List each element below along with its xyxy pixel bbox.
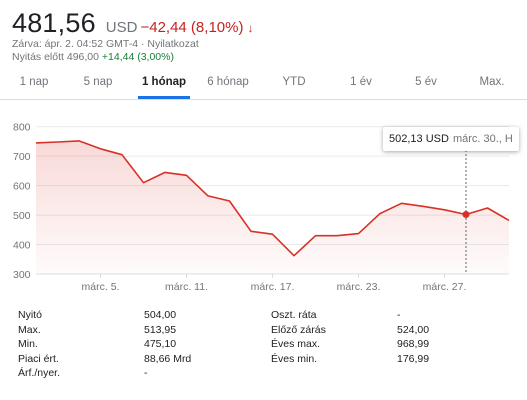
stat-value: -	[144, 367, 148, 380]
stat-label: Éves max.	[271, 338, 321, 351]
stat-row: Éves min. 176,99	[271, 353, 471, 368]
x-tick-label: márc. 11.	[165, 281, 208, 293]
stat-value: -	[397, 309, 401, 321]
x-tick-label: márc. 17.	[251, 281, 295, 293]
stat-value: 176,99	[397, 352, 430, 365]
y-tick-label: 800	[13, 122, 31, 134]
stat-row: Éves max. 968,99	[271, 338, 471, 353]
x-tick-label: márc. 27.	[423, 281, 467, 293]
y-tick-label: 600	[13, 181, 31, 193]
y-tick-label: 400	[13, 240, 31, 252]
stat-row: Oszt. ráta -	[271, 309, 471, 324]
active-tab-indicator	[138, 96, 190, 99]
tab-1[interactable]: 1 nap	[19, 76, 49, 88]
stat-row: Árf./nyer. -	[18, 367, 218, 382]
premarket-label: Nyitás előtt 496,00	[12, 51, 99, 63]
quote-header: 481,56 USD −42,44 (8,10%) ↓ Zárva: ápr. …	[12, 8, 517, 64]
tooltip-date: márc. 30., H	[452, 133, 513, 145]
y-tick-label: 700	[13, 151, 31, 163]
stat-row: Min. 475,10	[18, 338, 218, 353]
stat-label: Éves min.	[271, 352, 318, 365]
stat-row: Előző zárás 524,00	[271, 324, 471, 339]
tab-3[interactable]: 1 hónap	[141, 76, 187, 88]
x-tick-label: márc. 5.	[82, 281, 120, 293]
stat-label: Előző zárás	[271, 323, 326, 336]
tab-2[interactable]: 5 nap	[83, 76, 113, 88]
stat-label: Nyitó	[18, 309, 42, 321]
price-chart-svg: 300 400 500 600 700 800 márc. 5. márc. 11. márc.…	[13, 122, 510, 293]
stat-label: Piaci ért.	[18, 352, 59, 365]
currency-label: USD	[105, 19, 138, 36]
x-tick-label: márc. 23.	[337, 281, 381, 293]
tab-7[interactable]: 5 év	[415, 76, 437, 88]
premarket-change: +14,44 (3,00%)	[101, 51, 174, 63]
stat-value: 504,00	[144, 309, 177, 321]
stat-value: 475,10	[144, 338, 177, 351]
premarket-info: Nyitás előtt 496,00 +14,44 (3,00%)	[12, 51, 517, 64]
stat-row: Piaci ért. 88,66 Mrd	[18, 353, 218, 368]
current-price: 481,56	[12, 8, 96, 38]
stat-value: 968,99	[397, 338, 430, 351]
stat-row: Nyitó 504,00	[18, 309, 218, 324]
stat-value: 88,66 Mrd	[144, 352, 192, 365]
stat-label: Max.	[18, 323, 41, 336]
price-chart[interactable]: 300 400 500 600 700 800 márc. 5. márc. 11. márc.…	[0, 100, 527, 300]
price-change: −42,44 (8,10%)	[140, 19, 244, 36]
tooltip-price: 502,13 USD	[389, 133, 449, 145]
stats-right-column: Oszt. ráta - Előző zárás 524,00 Éves max. 968…	[271, 309, 471, 367]
hover-point	[462, 211, 470, 219]
chart-tooltip: 502,13 USD márc. 30., H	[383, 127, 519, 151]
y-tick-label: 300	[13, 269, 31, 281]
tab-4[interactable]: 6 hónap	[207, 76, 249, 88]
arrow-down-icon: ↓	[247, 21, 254, 35]
price-line	[35, 140, 510, 257]
stat-value: 513,95	[144, 323, 177, 336]
stat-row: Max. 513,95	[18, 324, 218, 339]
tab-6[interactable]: 1 év	[350, 76, 372, 88]
stats-left-column: Nyitó 504,00 Max. 513,95 Min. 475,10 Piaci ért…	[18, 309, 218, 382]
close-info: Zárva: ápr. 2. 04:52 GMT-4 · Nyilatkozat	[12, 38, 199, 50]
range-tabs: 1 nap 5 nap 1 hónap 6 hónap YTD 1 év 5 év Max.	[0, 76, 527, 99]
price-area	[36, 140, 509, 274]
stat-label: Árf./nyer.	[18, 367, 61, 380]
tabs-divider	[0, 99, 527, 100]
stat-label: Oszt. ráta	[271, 309, 317, 321]
y-tick-label: 500	[13, 210, 31, 222]
stat-label: Min.	[18, 338, 38, 351]
price-row: 481,56 USD −42,44 (8,10%) ↓	[12, 8, 517, 38]
stat-value: 524,00	[397, 323, 430, 336]
tab-5[interactable]: YTD	[282, 76, 306, 88]
tab-8[interactable]: Max.	[479, 76, 505, 88]
